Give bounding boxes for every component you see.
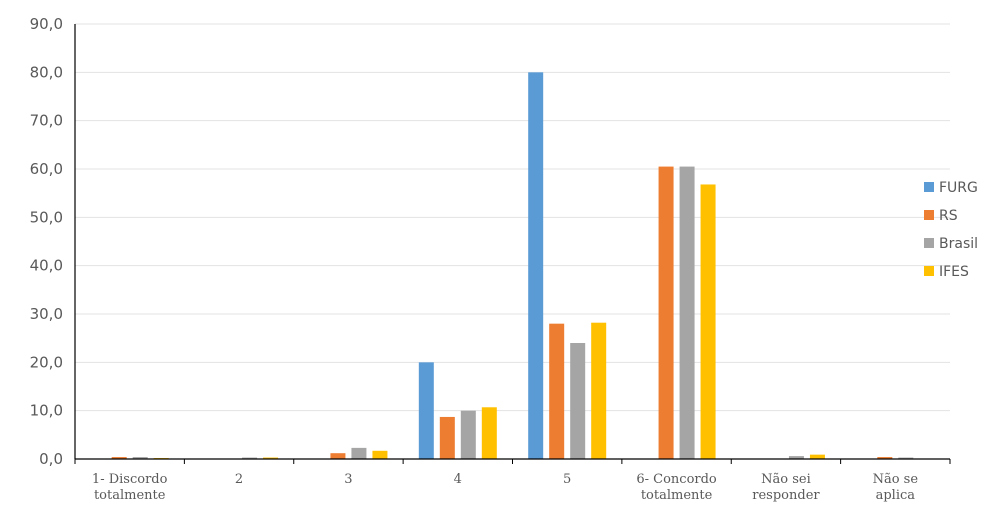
bar-brasil-7 (898, 457, 914, 459)
y-tick-label: 80,0 (30, 63, 63, 81)
x-tick-label-line: totalmente (94, 488, 166, 503)
legend-label-ifes: IFES (939, 264, 969, 280)
legend-swatch-rs (924, 210, 934, 220)
legend-label-rs: RS (939, 208, 958, 224)
bar-ifes-5 (700, 184, 716, 459)
x-tick-label-line: 2 (235, 472, 243, 487)
x-tick-label-line: 3 (344, 472, 352, 487)
bar-brasil-0 (132, 457, 148, 459)
gridlines (75, 23, 950, 412)
y-tick-label: 40,0 (30, 257, 63, 275)
bar-brasil-5 (679, 166, 695, 460)
x-tick-label-line: aplica (876, 488, 916, 503)
bar-furg-4 (528, 72, 544, 459)
bar-ifes-4 (591, 322, 607, 459)
x-tick-label-line: responder (752, 488, 820, 503)
bars (111, 72, 914, 460)
y-tick-label: 70,0 (30, 112, 63, 130)
x-tick-label: 4 (454, 472, 462, 487)
y-tick-label: 10,0 (30, 402, 63, 420)
x-tick-label: Não se aplica (873, 472, 919, 503)
y-tick-label: 30,0 (30, 305, 63, 323)
x-tick-label-line: Não sei (761, 472, 811, 487)
y-tick-label: 50,0 (30, 208, 63, 226)
bar-brasil-4 (570, 343, 586, 459)
bar-brasil-3 (460, 410, 476, 459)
x-tick-label-line: 6- Concordo (636, 472, 717, 487)
bar-ifes-1 (263, 457, 279, 459)
bar-ifes-3 (481, 407, 497, 459)
legend-swatch-ifes (924, 266, 934, 276)
bar-ifes-6 (809, 454, 825, 459)
x-tick-label: 3 (344, 472, 352, 487)
y-tick-label: 20,0 (30, 353, 63, 371)
bar-furg-3 (418, 362, 434, 459)
bar-brasil-2 (351, 447, 367, 459)
x-tick-label: 1- Discordo totalmente (92, 472, 168, 503)
axes (74, 24, 951, 464)
bar-rs-3 (439, 416, 455, 459)
x-tick-label: 6- Concordo totalmente (636, 472, 717, 503)
x-tick-label-line: totalmente (641, 488, 713, 503)
legend-swatch-brasil (924, 238, 934, 248)
x-tick-label: 5 (563, 472, 571, 487)
legend-label-furg: FURG (939, 180, 978, 196)
x-tick-label-line: 5 (563, 472, 571, 487)
bar-rs-4 (549, 323, 565, 459)
x-tick-label: Não sei responder (752, 472, 820, 503)
x-tick-label: 2 (235, 472, 243, 487)
x-tick-label-line: 1- Discordo (92, 472, 168, 487)
y-tick-label: 60,0 (30, 160, 63, 178)
bar-brasil-6 (788, 456, 804, 459)
bar-rs-5 (658, 166, 674, 460)
bar-rs-2 (330, 453, 346, 459)
legend-swatch-furg (924, 182, 934, 192)
y-tick-label: 90,0 (30, 15, 63, 33)
bar-ifes-2 (372, 450, 388, 459)
legend-label-brasil: Brasil (939, 236, 978, 252)
bar-rs-0 (111, 457, 127, 459)
bar-brasil-1 (242, 457, 258, 459)
y-tick-label: 0,0 (39, 450, 63, 468)
legend: FURG RS Brasil IFES (924, 180, 978, 280)
x-tick-label-line: Não se (873, 472, 919, 487)
bar-rs-7 (877, 457, 893, 459)
y-axis-ticks: 0,0 10,0 20,0 30,0 40,0 50,0 60,0 70,0 80,0 90,0 (30, 15, 63, 468)
x-tick-label-line: 4 (454, 472, 462, 487)
